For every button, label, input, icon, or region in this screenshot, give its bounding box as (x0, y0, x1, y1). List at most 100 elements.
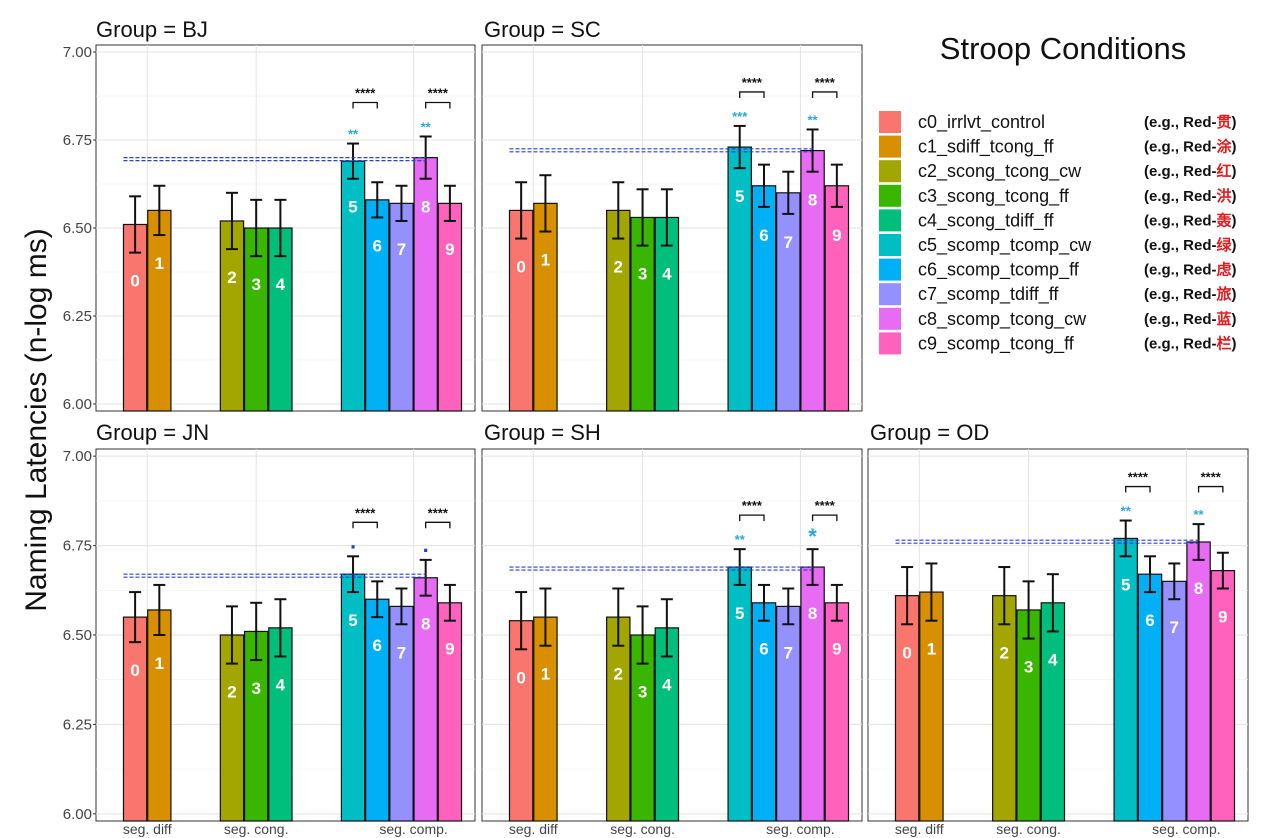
bar-label: 2 (227, 683, 236, 702)
legend-example-char: 洪 (1217, 188, 1232, 205)
bar-c1 (919, 591, 944, 822)
bar-label: 7 (1170, 618, 1179, 637)
legend-example-close: ) (1232, 212, 1237, 229)
x-category-label: seg. cong. (610, 821, 675, 837)
bar-c3 (1016, 609, 1041, 822)
bar-label: 4 (276, 675, 286, 694)
panel-sc: Group = SC0 1 2 3 456 789**** ******* ** (481, 17, 863, 412)
bar-c7 (776, 192, 801, 412)
legend-swatch (879, 209, 901, 232)
legend-example-char: 涂 (1217, 138, 1233, 156)
legend-example-char: 栏 (1217, 334, 1232, 352)
legend-swatch (879, 160, 901, 183)
bar-label: 9 (445, 640, 454, 659)
significance-label: **** (355, 505, 376, 520)
significance-marker-c8: ** (1194, 507, 1205, 522)
legend-item-c6: c6_scomp_tcomp_ff (e.g., Red-虑) (879, 258, 1237, 281)
bar-label: 8 (1194, 579, 1203, 598)
bar-label: 1 (927, 640, 936, 659)
bar-label: 8 (808, 191, 817, 210)
bar-c0 (894, 595, 920, 822)
significance-marker-c5: . (350, 528, 356, 553)
bar-label: 3 (638, 683, 647, 702)
bar-label: 3 (251, 275, 260, 294)
legend-example-prefix: (e.g., Red- (1144, 163, 1217, 180)
significance-marker-c8: * (808, 524, 817, 549)
legend-label: c4_scong_tdiff_ff (918, 210, 1054, 231)
bar-label: 8 (421, 615, 430, 634)
bar-label: 3 (1024, 658, 1033, 677)
legend-example-char: 轰 (1216, 211, 1233, 229)
bar-c0 (508, 620, 534, 822)
legend-example-char: 虑 (1217, 261, 1232, 279)
legend-example-close: ) (1232, 311, 1237, 328)
bar-label: 8 (421, 198, 430, 217)
legend-example: (e.g., Red-轰) (1144, 211, 1237, 229)
significance-bracket (811, 91, 838, 98)
bar-label: 2 (1000, 643, 1009, 662)
y-axis-label: Naming Latencies (n-log ms) (20, 228, 53, 611)
bar-label: 0 (130, 661, 139, 680)
legend-label: c7_scomp_tdiff_ff (918, 284, 1059, 305)
x-category-label: seg. diff (509, 821, 558, 837)
legend-example-prefix: (e.g., Red- (1144, 311, 1217, 328)
significance-marker-c5: ** (735, 532, 746, 547)
bar-c6 (751, 602, 777, 822)
significance-bracket (425, 101, 451, 109)
significance-bracket (811, 514, 838, 522)
significance-bracket (739, 91, 765, 98)
significance-label: **** (355, 86, 376, 101)
legend-example-char: 蓝 (1217, 310, 1232, 328)
significance-label: **** (815, 498, 836, 513)
legend-example-prefix: (e.g., Red- (1144, 262, 1217, 279)
significance-marker-c8: ** (421, 120, 432, 135)
bar-c1 (147, 609, 172, 822)
bar-label: 6 (1145, 611, 1154, 630)
y-tick-label: 6.00 (63, 396, 92, 413)
bar-label: 5 (348, 198, 357, 217)
y-tick-label: 6.50 (63, 627, 92, 644)
bar-c6 (751, 185, 777, 412)
legend-example-char: 贯 (1217, 114, 1232, 131)
legend-example: (e.g., Red-旅) (1144, 285, 1237, 303)
legend-example-prefix: (e.g., Red- (1144, 212, 1217, 229)
legend-swatch (879, 111, 901, 133)
bar-label: 4 (662, 675, 672, 694)
x-category-label: seg. cong. (996, 821, 1061, 837)
significance-label: **** (742, 498, 763, 513)
bar-label: 3 (251, 679, 260, 698)
x-category-label: seg. diff (123, 821, 172, 837)
bar-c9 (437, 602, 463, 822)
panel-od: Group = OD0 1 23 456 789**** ****** **seg. dif… (867, 420, 1249, 837)
x-category-label: seg. comp. (1152, 821, 1220, 837)
y-tick-label: 6.00 (63, 806, 92, 823)
legend-example-close: ) (1232, 237, 1237, 254)
significance-marker-c5: ** (348, 127, 359, 142)
legend-label: c2_scong_tcong_cw (918, 161, 1082, 182)
legend-swatch (879, 283, 901, 306)
legend: Stroop Conditions c0_irrlvt_control (e.g.… (879, 31, 1237, 355)
bar-c1 (147, 209, 172, 412)
bar-c6 (365, 598, 390, 822)
legend-example-close: ) (1232, 335, 1237, 352)
bar-c4 (1040, 602, 1066, 822)
bar-label: 3 (638, 265, 647, 284)
y-tick-label: 6.75 (63, 538, 92, 555)
legend-example: (e.g., Red-红) (1144, 162, 1237, 180)
bar-label: 6 (759, 226, 768, 245)
significance-label: **** (815, 75, 836, 90)
legend-label: c0_irrlvt_control (918, 112, 1045, 133)
bar-c9 (824, 185, 850, 412)
significance-label: **** (428, 86, 449, 101)
bar-c1 (533, 616, 558, 822)
panel-title: Group = SH (484, 420, 601, 445)
x-category-label: seg. comp. (766, 821, 834, 837)
bar-c1 (533, 202, 558, 412)
bar-label: 2 (614, 665, 623, 684)
significance-bracket (1125, 485, 1151, 493)
bar-c6 (365, 199, 390, 412)
x-category-label: seg. diff (895, 821, 944, 837)
bar-c9 (437, 202, 463, 412)
